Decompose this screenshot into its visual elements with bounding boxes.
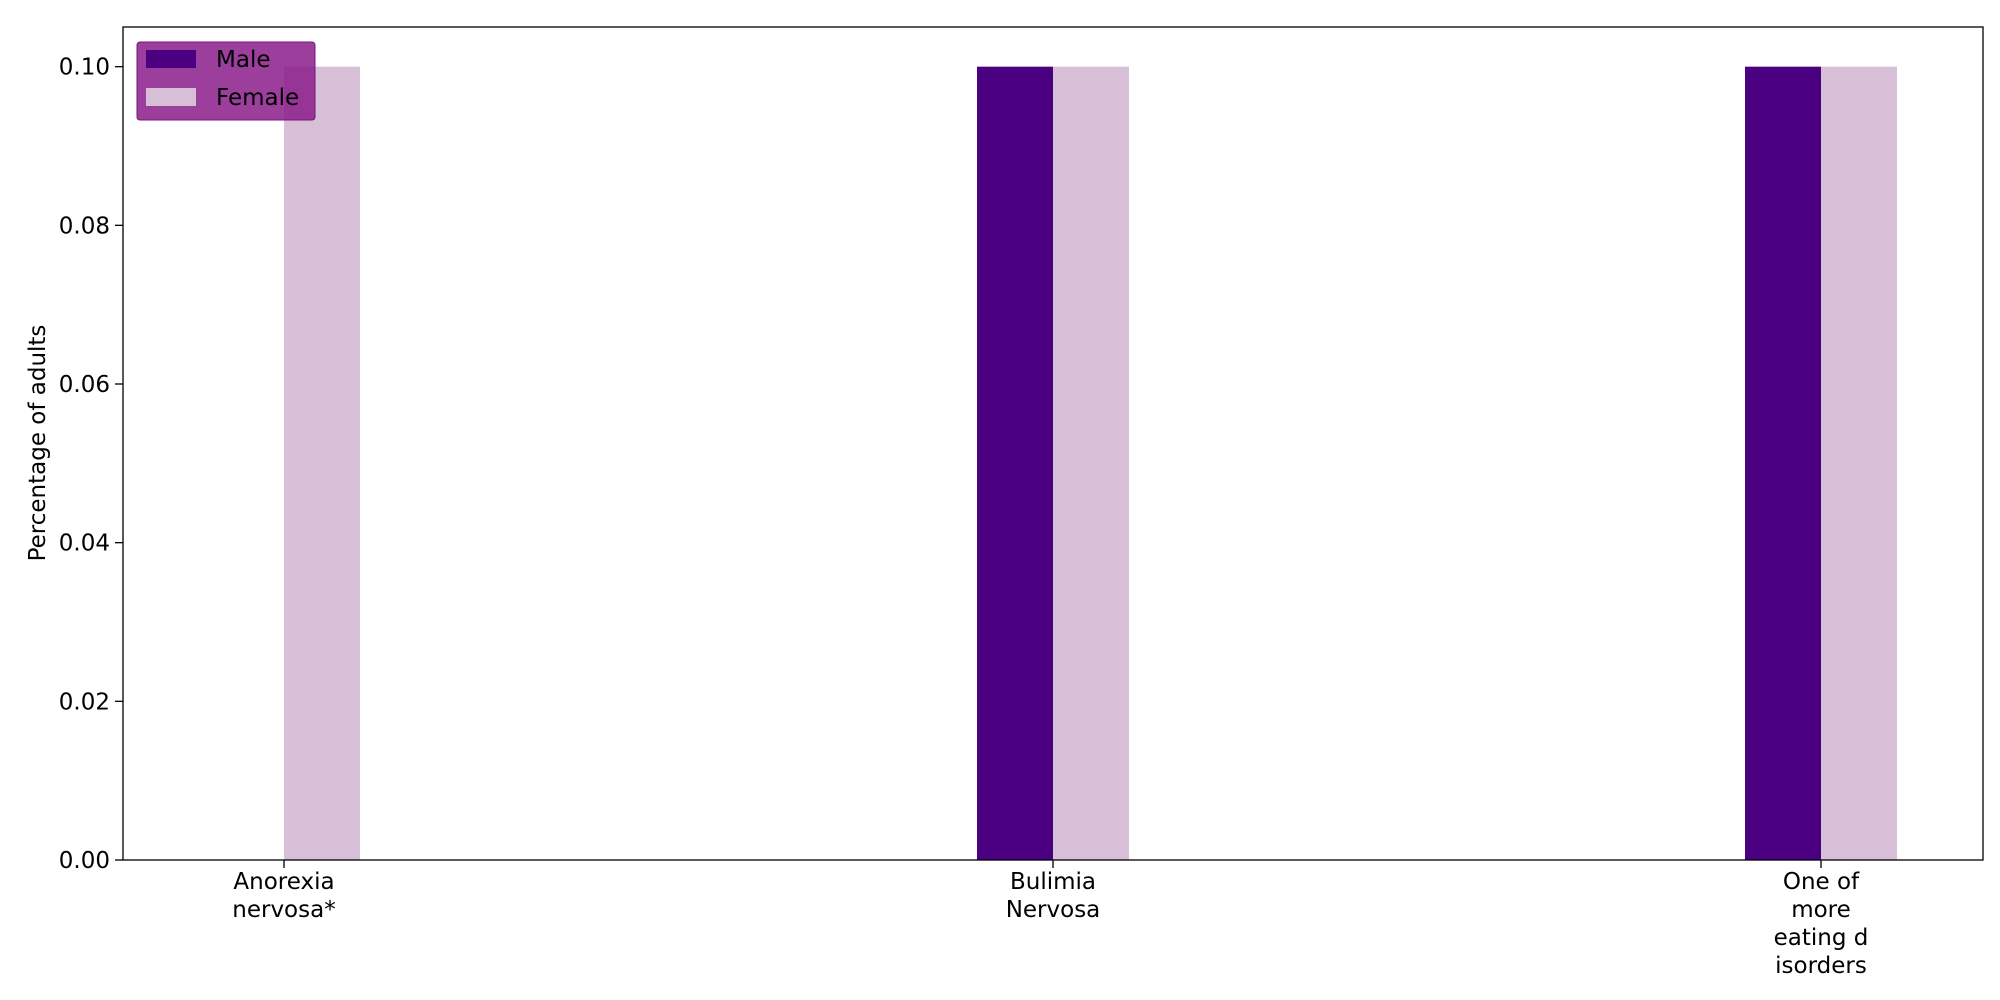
- x-tick-label-0: Anorexia nervosa*: [232, 869, 335, 923]
- y-axis: 0.00 0.02 0.04 0.06 0.08 0.10: [59, 55, 123, 874]
- bars-layer: [284, 66, 1897, 860]
- legend-label-female: Female: [216, 85, 299, 111]
- x-tick-label-line: One of: [1783, 869, 1860, 895]
- y-tick-label: 0.04: [59, 531, 110, 557]
- legend-swatch-female: [146, 88, 196, 106]
- x-tick-label-line: more: [1791, 897, 1851, 923]
- x-tick-label-line: isorders: [1775, 953, 1867, 979]
- legend-label-male: Male: [216, 47, 270, 73]
- x-tick-label-line: nervosa*: [232, 897, 335, 923]
- bar-male-2: [1745, 66, 1821, 860]
- bar-female-0: [284, 66, 360, 860]
- y-tick-label: 0.02: [59, 689, 110, 715]
- y-tick-label: 0.10: [59, 55, 110, 81]
- y-tick-label: 0.08: [59, 213, 110, 239]
- x-tick-label-line: Nervosa: [1006, 897, 1101, 923]
- bar-male-1: [977, 66, 1053, 860]
- x-tick-label-2: One of more eating d isorders: [1774, 869, 1869, 979]
- x-tick-label-line: Anorexia: [233, 869, 334, 895]
- x-axis: Anorexia nervosa* Bulimia Nervosa One of more…: [232, 860, 1868, 979]
- x-tick-label-line: eating d: [1774, 925, 1869, 951]
- legend: Male Female: [136, 41, 316, 121]
- x-tick-label-1: Bulimia Nervosa: [1006, 869, 1101, 923]
- y-tick-label: 0.06: [59, 372, 110, 398]
- bar-female-2: [1821, 66, 1897, 860]
- y-axis-title: Percentage of adults: [25, 325, 51, 562]
- bar-female-1: [1053, 66, 1129, 860]
- x-tick-label-line: Bulimia: [1010, 869, 1096, 895]
- legend-swatch-male: [146, 50, 196, 68]
- y-tick-label: 0.00: [59, 848, 110, 874]
